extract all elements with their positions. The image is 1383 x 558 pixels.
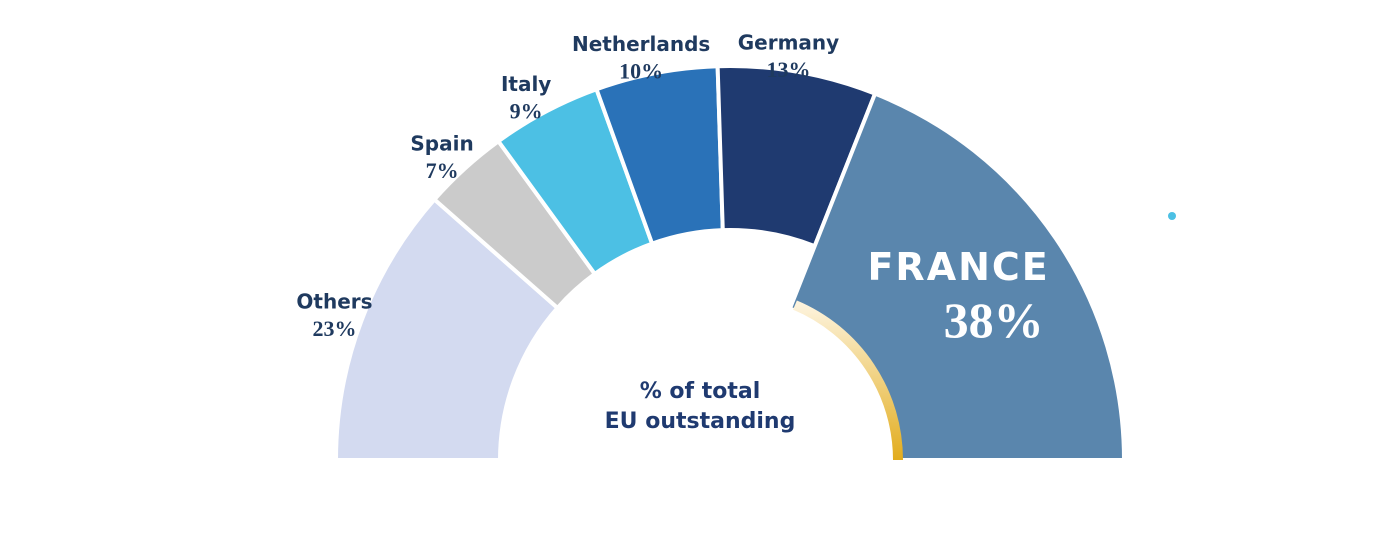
category-label: Italy <box>501 72 551 96</box>
category-label: Others <box>296 290 372 314</box>
gold-rim <box>793 300 903 461</box>
value-label: 10% <box>619 58 663 83</box>
category-label: FRANCE <box>867 245 1049 289</box>
value-label: 38% <box>944 292 1044 348</box>
category-label: Spain <box>410 131 473 155</box>
value-label: 7% <box>426 158 459 183</box>
center-label: EU outstanding <box>605 409 796 434</box>
value-label: 9% <box>510 99 543 124</box>
category-label: Netherlands <box>572 32 710 56</box>
center-label: % of total <box>640 379 761 404</box>
value-label: 23% <box>312 316 356 341</box>
value-label: 13% <box>766 57 810 82</box>
category-label: Germany <box>738 31 839 55</box>
decor-dot <box>1168 212 1176 220</box>
